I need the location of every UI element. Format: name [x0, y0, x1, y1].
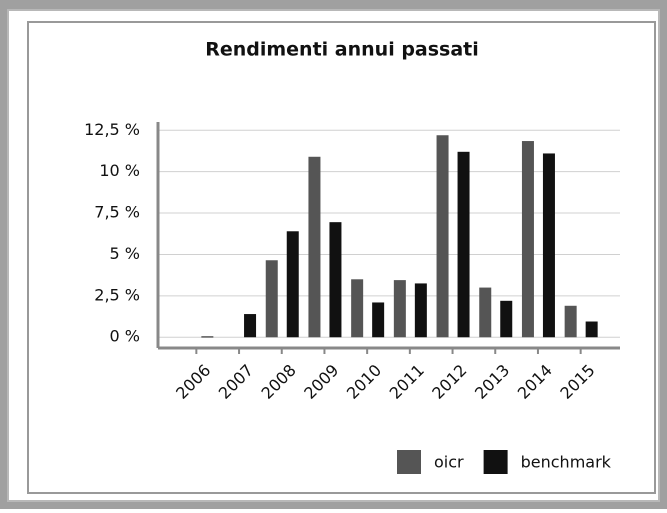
- y-tick-label: 0 %: [110, 327, 140, 346]
- bar: [500, 300, 513, 338]
- bar: [265, 260, 278, 338]
- bar: [585, 321, 598, 338]
- bar: [457, 151, 470, 338]
- chart-title: Rendimenti annui passati: [205, 39, 479, 61]
- bar: [521, 141, 534, 338]
- legend-swatch: [483, 450, 508, 474]
- legend-label: benchmark: [521, 453, 612, 472]
- y-tick-label: 7,5 %: [94, 203, 140, 222]
- bar: [244, 314, 257, 338]
- bar: [564, 305, 577, 338]
- y-tick-label: 5 %: [110, 244, 140, 263]
- y-tick-label: 2,5 %: [94, 285, 140, 304]
- legend-label: oicr: [434, 453, 464, 472]
- bar: [414, 283, 427, 338]
- bar: [308, 156, 321, 338]
- bar: [286, 231, 299, 338]
- bar: [201, 336, 214, 338]
- y-tick-label: 12,5 %: [84, 120, 140, 139]
- bar: [329, 222, 342, 338]
- bar: [393, 280, 406, 338]
- bar: [479, 287, 492, 338]
- y-tick-label: 10 %: [99, 161, 140, 180]
- legend-swatch: [397, 450, 421, 474]
- bar: [372, 302, 385, 338]
- bar: [351, 279, 364, 338]
- bar: [436, 135, 449, 338]
- bar: [542, 153, 555, 338]
